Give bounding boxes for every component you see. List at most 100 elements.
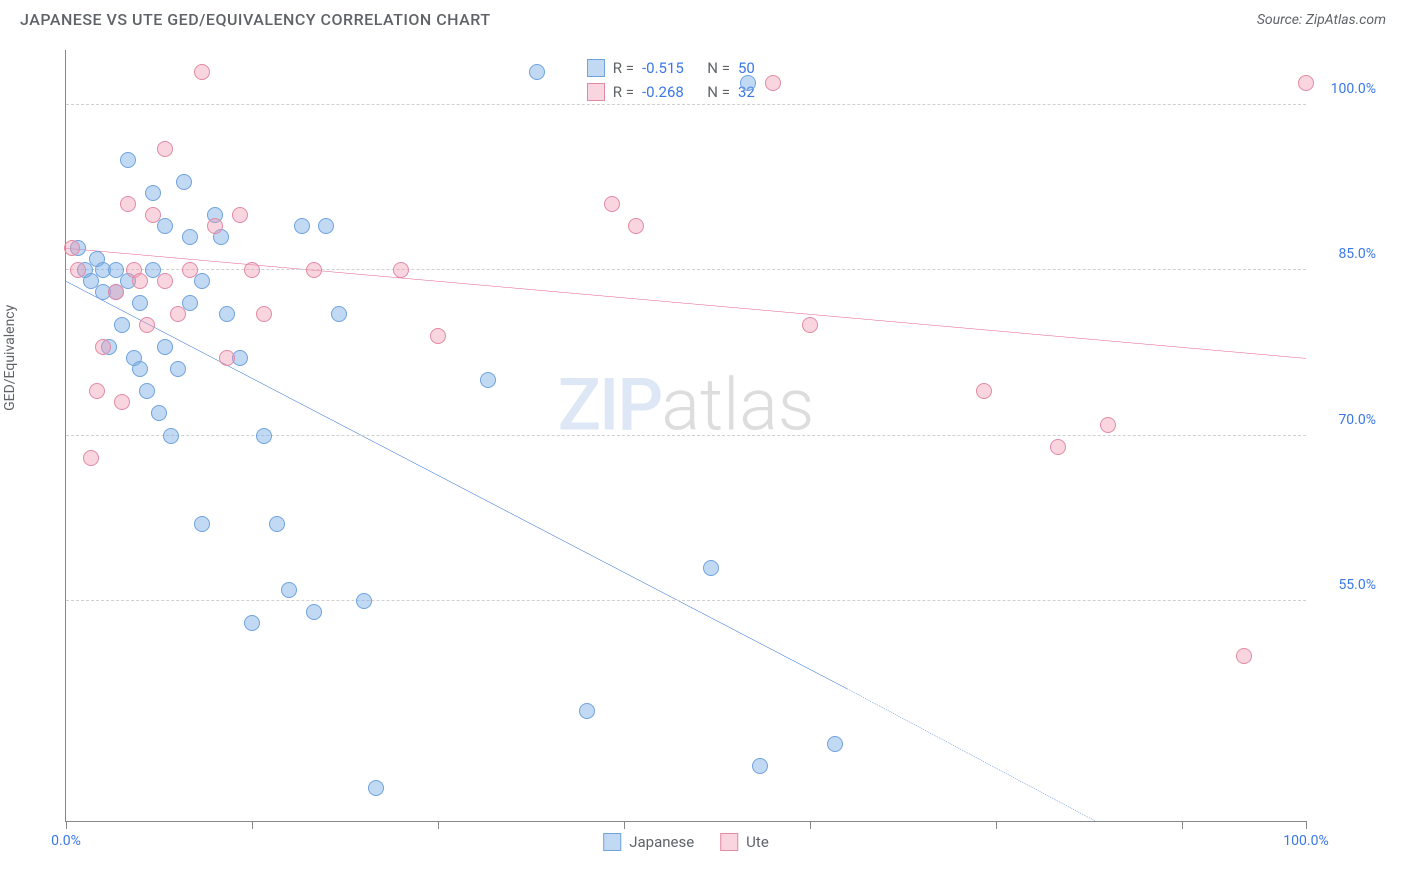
scatter-point <box>628 218 644 234</box>
scatter-point <box>95 339 111 355</box>
scatter-point <box>89 383 105 399</box>
x-tick <box>252 821 253 829</box>
x-tick <box>996 821 997 829</box>
scatter-point <box>529 64 545 80</box>
source-name: ZipAtlas.com <box>1306 12 1386 28</box>
scatter-point <box>163 428 179 444</box>
scatter-point <box>318 218 334 234</box>
scatter-point <box>132 273 148 289</box>
stat-r-label: R = <box>613 56 634 80</box>
y-tick-label: 85.0% <box>1338 246 1376 262</box>
source-attribution: Source: ZipAtlas.com <box>1257 12 1386 28</box>
plot-area: ZIPatlas R =-0.515 N =50R =-0.268 N =32 … <box>65 50 1306 822</box>
scatter-point <box>976 383 992 399</box>
scatter-point <box>157 273 173 289</box>
y-tick-label: 70.0% <box>1338 412 1376 428</box>
scatter-point <box>182 295 198 311</box>
gridline-horizontal <box>66 600 1306 601</box>
scatter-point <box>157 141 173 157</box>
stat-r-value: -0.268 <box>642 80 684 104</box>
chart-title: JAPANESE VS UTE GED/EQUIVALENCY CORRELAT… <box>20 10 491 29</box>
scatter-point <box>1298 75 1314 91</box>
legend-swatch <box>603 833 621 851</box>
chart-header: JAPANESE VS UTE GED/EQUIVALENCY CORRELAT… <box>0 0 1406 35</box>
scatter-point <box>331 306 347 322</box>
scatter-point <box>194 64 210 80</box>
scatter-point <box>139 383 155 399</box>
scatter-point <box>256 306 272 322</box>
scatter-point <box>219 306 235 322</box>
scatter-point <box>752 758 768 774</box>
scatter-point <box>120 196 136 212</box>
y-tick-label: 55.0% <box>1338 577 1376 593</box>
scatter-point <box>306 262 322 278</box>
stats-row: R =-0.268 N =32 <box>587 80 755 104</box>
trend-line-extrapolated <box>847 689 1095 821</box>
scatter-point <box>294 218 310 234</box>
x-tick <box>624 821 625 829</box>
scatter-point <box>170 361 186 377</box>
scatter-point <box>579 703 595 719</box>
scatter-point <box>157 218 173 234</box>
scatter-point <box>765 75 781 91</box>
x-tick <box>66 821 67 829</box>
scatter-point <box>244 262 260 278</box>
series-legend: Japanese Ute <box>603 833 769 851</box>
gridline-horizontal <box>66 104 1306 105</box>
stat-r-label: R = <box>613 80 634 104</box>
scatter-point <box>827 736 843 752</box>
y-tick-label: 100.0% <box>1331 81 1376 97</box>
x-tick <box>810 821 811 829</box>
x-tick-label-max: 100.0% <box>1283 833 1328 849</box>
source-label: Source: <box>1257 12 1302 28</box>
scatter-point <box>151 405 167 421</box>
scatter-point <box>393 262 409 278</box>
scatter-point <box>604 196 620 212</box>
scatter-point <box>132 361 148 377</box>
legend-label: Japanese <box>629 833 694 851</box>
scatter-point <box>368 780 384 796</box>
scatter-point <box>145 207 161 223</box>
scatter-point <box>480 372 496 388</box>
scatter-point <box>281 582 297 598</box>
x-tick-label-min: 0.0% <box>51 833 81 849</box>
scatter-point <box>232 207 248 223</box>
scatter-point <box>194 273 210 289</box>
scatter-point <box>244 615 260 631</box>
scatter-point <box>132 295 148 311</box>
legend-swatch <box>587 83 605 101</box>
scatter-point <box>157 339 173 355</box>
trend-line <box>66 281 847 689</box>
x-tick <box>1182 821 1183 829</box>
scatter-point <box>114 317 130 333</box>
stat-n-label: N = <box>707 80 730 104</box>
stat-n-label: N = <box>707 56 730 80</box>
chart-container: GED/Equivalency ZIPatlas R =-0.515 N =50… <box>20 40 1386 872</box>
correlation-stats-box: R =-0.515 N =50R =-0.268 N =32 <box>587 56 755 104</box>
scatter-point <box>703 560 719 576</box>
scatter-point <box>1236 648 1252 664</box>
legend-swatch <box>587 59 605 77</box>
scatter-point <box>802 317 818 333</box>
x-tick <box>438 821 439 829</box>
legend-label: Ute <box>746 833 769 851</box>
scatter-point <box>356 593 372 609</box>
x-tick <box>1306 821 1307 829</box>
scatter-point <box>1100 417 1116 433</box>
scatter-point <box>64 240 80 256</box>
scatter-point <box>430 328 446 344</box>
scatter-point <box>740 75 756 91</box>
scatter-point <box>182 262 198 278</box>
scatter-point <box>176 174 192 190</box>
stats-row: R =-0.515 N =50 <box>587 56 755 80</box>
gridline-horizontal <box>66 435 1306 436</box>
stat-r-value: -0.515 <box>642 56 684 80</box>
legend-swatch <box>720 833 738 851</box>
scatter-point <box>182 229 198 245</box>
scatter-point <box>194 516 210 532</box>
legend-item: Ute <box>720 833 769 851</box>
trend-lines-svg <box>66 50 1306 821</box>
scatter-point <box>108 284 124 300</box>
scatter-point <box>170 306 186 322</box>
scatter-point <box>70 262 86 278</box>
